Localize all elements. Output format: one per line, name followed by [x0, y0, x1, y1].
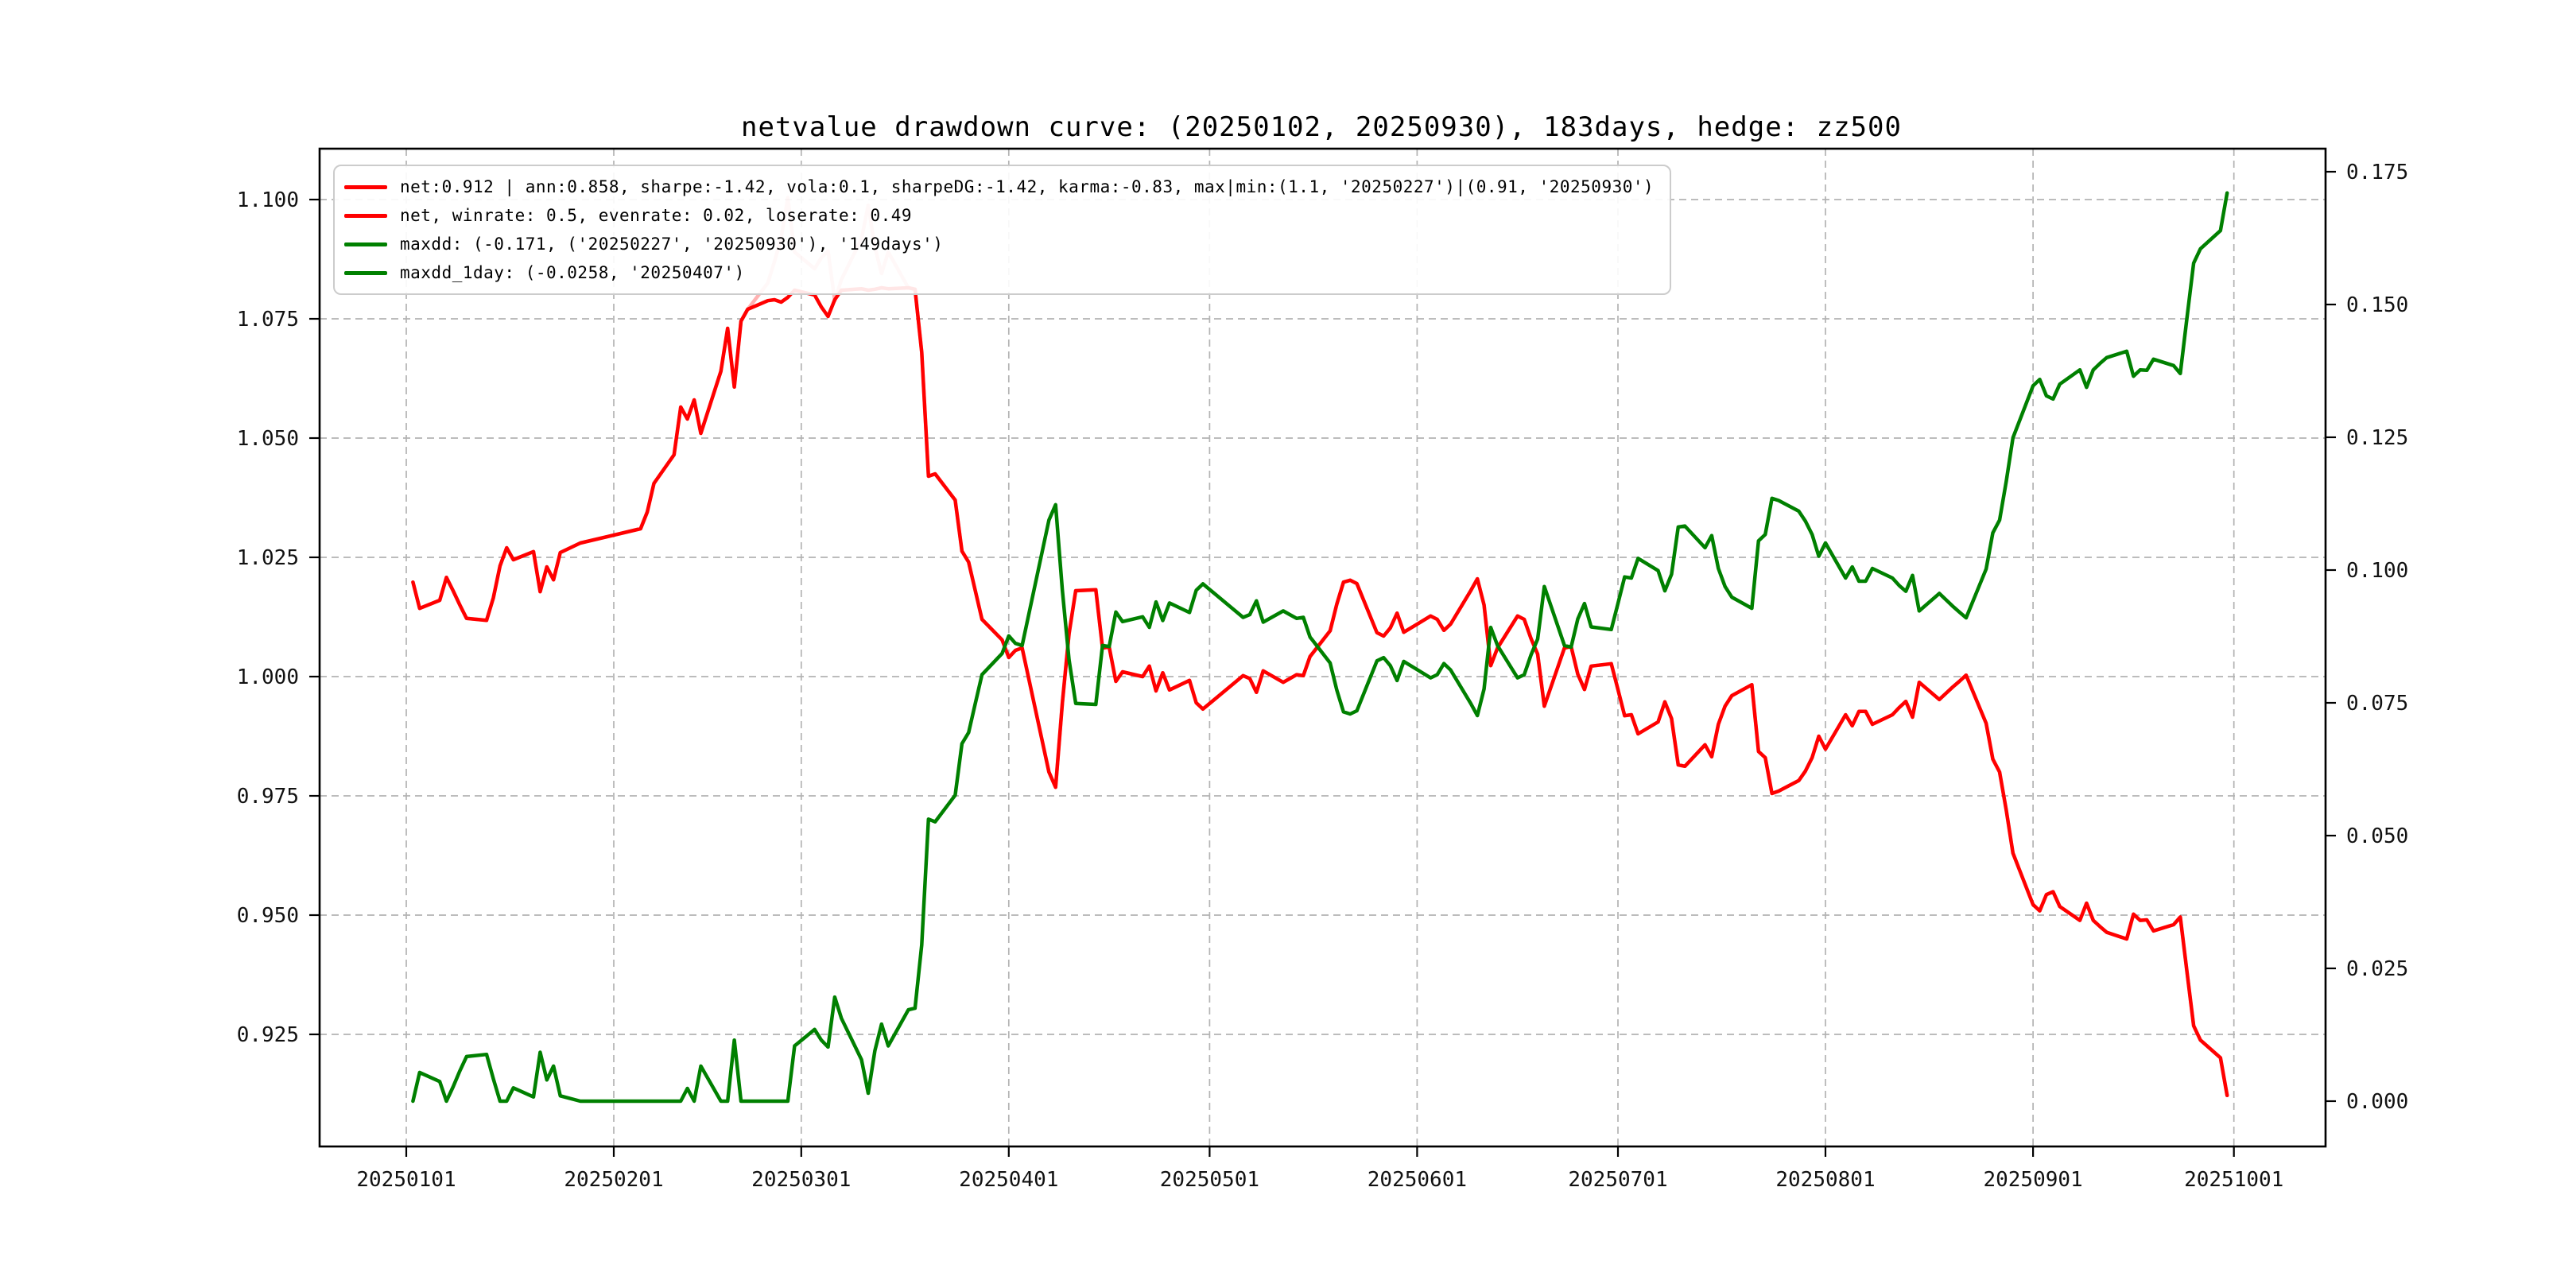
- y-left-tick-label: 1.050: [237, 427, 299, 451]
- x-tick-label: 20250801: [1775, 1168, 1875, 1192]
- x-tick-label: 20250601: [1368, 1168, 1467, 1192]
- y-left-tick-label: 0.925: [237, 1023, 299, 1047]
- chart-title: netvalue drawdown curve: (20250102, 2025…: [741, 111, 1902, 143]
- net-winrate-line-swatch: [344, 213, 387, 218]
- y-right-tick-label: 0.050: [2346, 824, 2408, 848]
- x-tick-label: 20250101: [356, 1168, 456, 1192]
- legend-item: net, winrate: 0.5, evenrate: 0.02, loser…: [344, 201, 1654, 230]
- legend-item-label: maxdd: (-0.171, ('20250227', '20250930')…: [400, 235, 944, 254]
- y-right-tick-label: 0.000: [2346, 1090, 2408, 1114]
- y-right-tick-label: 0.150: [2346, 293, 2408, 317]
- maxdd-line-swatch: [344, 242, 387, 246]
- legend: net:0.912 | ann:0.858, sharpe:-1.42, vol…: [333, 165, 1672, 295]
- plot-border: [318, 147, 2327, 1148]
- legend-item: net:0.912 | ann:0.858, sharpe:-1.42, vol…: [344, 173, 1654, 201]
- x-tick-label: 20250201: [564, 1168, 663, 1192]
- x-tick-label: 20250501: [1160, 1168, 1259, 1192]
- net-line-swatch: [344, 184, 387, 189]
- legend-item-label: net, winrate: 0.5, evenrate: 0.02, loser…: [400, 206, 913, 225]
- x-tick-label: 20250701: [1568, 1168, 1667, 1192]
- y-left-tick-label: 0.950: [237, 904, 299, 928]
- legend-item-label: maxdd_1day: (-0.0258, '20250407'): [400, 263, 745, 282]
- y-left-tick-label: 0.975: [237, 785, 299, 809]
- net_winrate-curve: [411, 285, 2229, 1098]
- x-tick-label: 20250301: [751, 1168, 851, 1192]
- y-right-tick-label: 0.175: [2346, 161, 2408, 184]
- y-right-tick-label: 0.125: [2346, 426, 2408, 450]
- gridlines: [320, 149, 2326, 1146]
- y-left-tick-label: 1.025: [237, 546, 299, 570]
- x-tick-label: 20250901: [1983, 1168, 2082, 1192]
- maxdd-curve: [411, 191, 2229, 1104]
- legend-item: maxdd: (-0.171, ('20250227', '20250930')…: [344, 230, 1654, 258]
- tick-labels: 20250101 20250201 20250301 20250401 20250501…: [237, 161, 2409, 1192]
- y-right-tick-label: 0.100: [2346, 559, 2408, 583]
- y-right-tick-label: 0.025: [2346, 957, 2408, 981]
- legend-item-label: net:0.912 | ann:0.858, sharpe:-1.42, vol…: [400, 177, 1655, 196]
- maxdd-1day-line-swatch: [344, 270, 387, 275]
- y-right-tick-label: 0.075: [2346, 692, 2408, 716]
- tick-marks: [309, 170, 2336, 1157]
- x-tick-label: 20251001: [2184, 1168, 2283, 1192]
- y-left-tick-label: 1.075: [237, 308, 299, 332]
- y-left-tick-label: 1.000: [237, 665, 299, 689]
- legend-item: maxdd_1day: (-0.0258, '20250407'): [344, 258, 1654, 287]
- y-left-tick-label: 1.100: [237, 188, 299, 212]
- x-tick-label: 20250401: [959, 1168, 1058, 1192]
